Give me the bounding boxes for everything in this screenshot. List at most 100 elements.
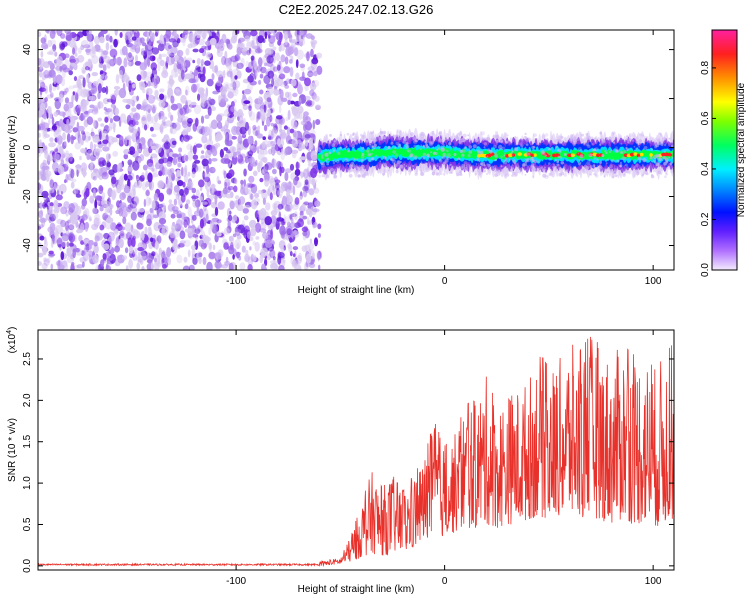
noise-speckles bbox=[38, 30, 323, 270]
noise-speckle bbox=[152, 55, 156, 61]
scatter-dot bbox=[650, 173, 653, 176]
noise-speckle bbox=[113, 115, 121, 122]
noise-speckle bbox=[224, 50, 228, 61]
noise-speckle bbox=[48, 250, 54, 255]
snr-scale-close: ) bbox=[7, 327, 18, 330]
scatter-dot bbox=[458, 140, 462, 144]
noise-speckle bbox=[212, 167, 216, 172]
noise-speckle bbox=[227, 43, 233, 50]
noise-speckle bbox=[237, 146, 241, 155]
noise-speckle bbox=[260, 222, 267, 230]
noise-speckle bbox=[273, 89, 280, 96]
scatter-dot bbox=[483, 164, 486, 167]
noise-speckle bbox=[192, 145, 197, 155]
scatter-dot bbox=[436, 163, 439, 165]
noise-speckle bbox=[110, 222, 117, 231]
noise-speckle bbox=[103, 232, 110, 240]
noise-speckle bbox=[42, 122, 50, 130]
noise-speckle bbox=[209, 37, 217, 46]
scatter-dot bbox=[506, 134, 509, 137]
noise-speckle bbox=[107, 126, 113, 131]
noise-speckle bbox=[126, 39, 130, 45]
noise-speckle bbox=[308, 140, 314, 150]
noise-speckle bbox=[117, 222, 122, 228]
noise-speckle bbox=[129, 200, 137, 209]
noise-speckle bbox=[38, 252, 44, 258]
noise-speckle bbox=[216, 219, 222, 224]
scatter-dot bbox=[530, 165, 533, 168]
noise-speckle bbox=[206, 261, 213, 270]
noise-speckle bbox=[73, 76, 78, 82]
noise-speckle bbox=[192, 161, 197, 170]
noise-speckle bbox=[162, 264, 167, 269]
scatter-dot bbox=[558, 172, 563, 177]
scatter-dot bbox=[431, 171, 436, 176]
scatter-dot bbox=[461, 153, 465, 157]
scatter-dot bbox=[494, 151, 497, 155]
noise-speckle bbox=[152, 122, 161, 131]
scatter-dot bbox=[426, 169, 430, 173]
noise-speckle bbox=[270, 260, 277, 265]
noise-speckle bbox=[177, 63, 183, 69]
noise-speckle bbox=[100, 259, 105, 267]
noise-speckle bbox=[64, 53, 70, 59]
noise-speckle bbox=[147, 172, 153, 183]
scatter-dot bbox=[438, 158, 443, 163]
noise-speckle bbox=[173, 62, 178, 73]
noise-speckle bbox=[109, 44, 113, 50]
noise-speckle bbox=[212, 244, 216, 250]
noise-speckle bbox=[266, 143, 271, 148]
noise-speckle bbox=[180, 94, 187, 104]
noise-speckle bbox=[151, 47, 160, 55]
noise-speckle bbox=[117, 255, 120, 261]
scatter-dot bbox=[525, 152, 529, 156]
noise-speckle bbox=[145, 196, 152, 207]
noise-speckle bbox=[114, 30, 118, 36]
noise-speckle bbox=[239, 126, 247, 135]
noise-speckle bbox=[109, 207, 113, 216]
scatter-dot bbox=[347, 168, 352, 172]
noise-speckle bbox=[159, 163, 164, 172]
noise-speckle bbox=[109, 253, 116, 264]
noise-speckle bbox=[307, 217, 310, 226]
scatter-dot bbox=[544, 133, 549, 137]
scatter-dot bbox=[467, 134, 470, 137]
noise-speckle bbox=[52, 169, 59, 173]
scatter-dot bbox=[352, 132, 356, 136]
noise-speckle bbox=[98, 167, 104, 177]
scatter-dot bbox=[425, 143, 428, 147]
noise-speckle bbox=[54, 51, 58, 57]
noise-speckle bbox=[303, 123, 307, 132]
noise-speckle bbox=[68, 203, 75, 213]
noise-speckle bbox=[188, 264, 195, 270]
scatter-dot bbox=[637, 143, 641, 146]
noise-speckle bbox=[98, 63, 104, 69]
scatter-dot bbox=[326, 157, 330, 161]
noise-speckle bbox=[202, 66, 206, 76]
noise-speckle bbox=[144, 44, 148, 51]
noise-speckle bbox=[170, 95, 175, 104]
scatter-dot bbox=[596, 158, 599, 161]
noise-speckle bbox=[98, 55, 102, 63]
scatter-dot bbox=[424, 140, 428, 144]
scatter-dot bbox=[642, 134, 645, 137]
noise-speckle bbox=[276, 187, 280, 198]
noise-speckle bbox=[59, 183, 67, 194]
scatter-dot bbox=[446, 156, 450, 160]
noise-speckle bbox=[142, 164, 148, 171]
noise-speckle bbox=[144, 226, 148, 235]
noise-speckle bbox=[231, 125, 239, 136]
noise-speckle bbox=[252, 255, 257, 262]
scatter-dot bbox=[355, 135, 359, 140]
noise-speckle bbox=[295, 72, 300, 80]
noise-speckle bbox=[148, 180, 155, 191]
noise-speckle bbox=[238, 196, 246, 205]
y-tick-label: 1.5 bbox=[22, 434, 33, 448]
noise-speckle bbox=[105, 85, 109, 95]
scatter-dot bbox=[548, 147, 551, 151]
noise-speckle bbox=[259, 177, 264, 183]
noise-speckle bbox=[167, 90, 172, 97]
noise-speckle bbox=[275, 52, 280, 62]
scatter-dot bbox=[486, 137, 491, 141]
noise-speckle bbox=[271, 77, 275, 87]
